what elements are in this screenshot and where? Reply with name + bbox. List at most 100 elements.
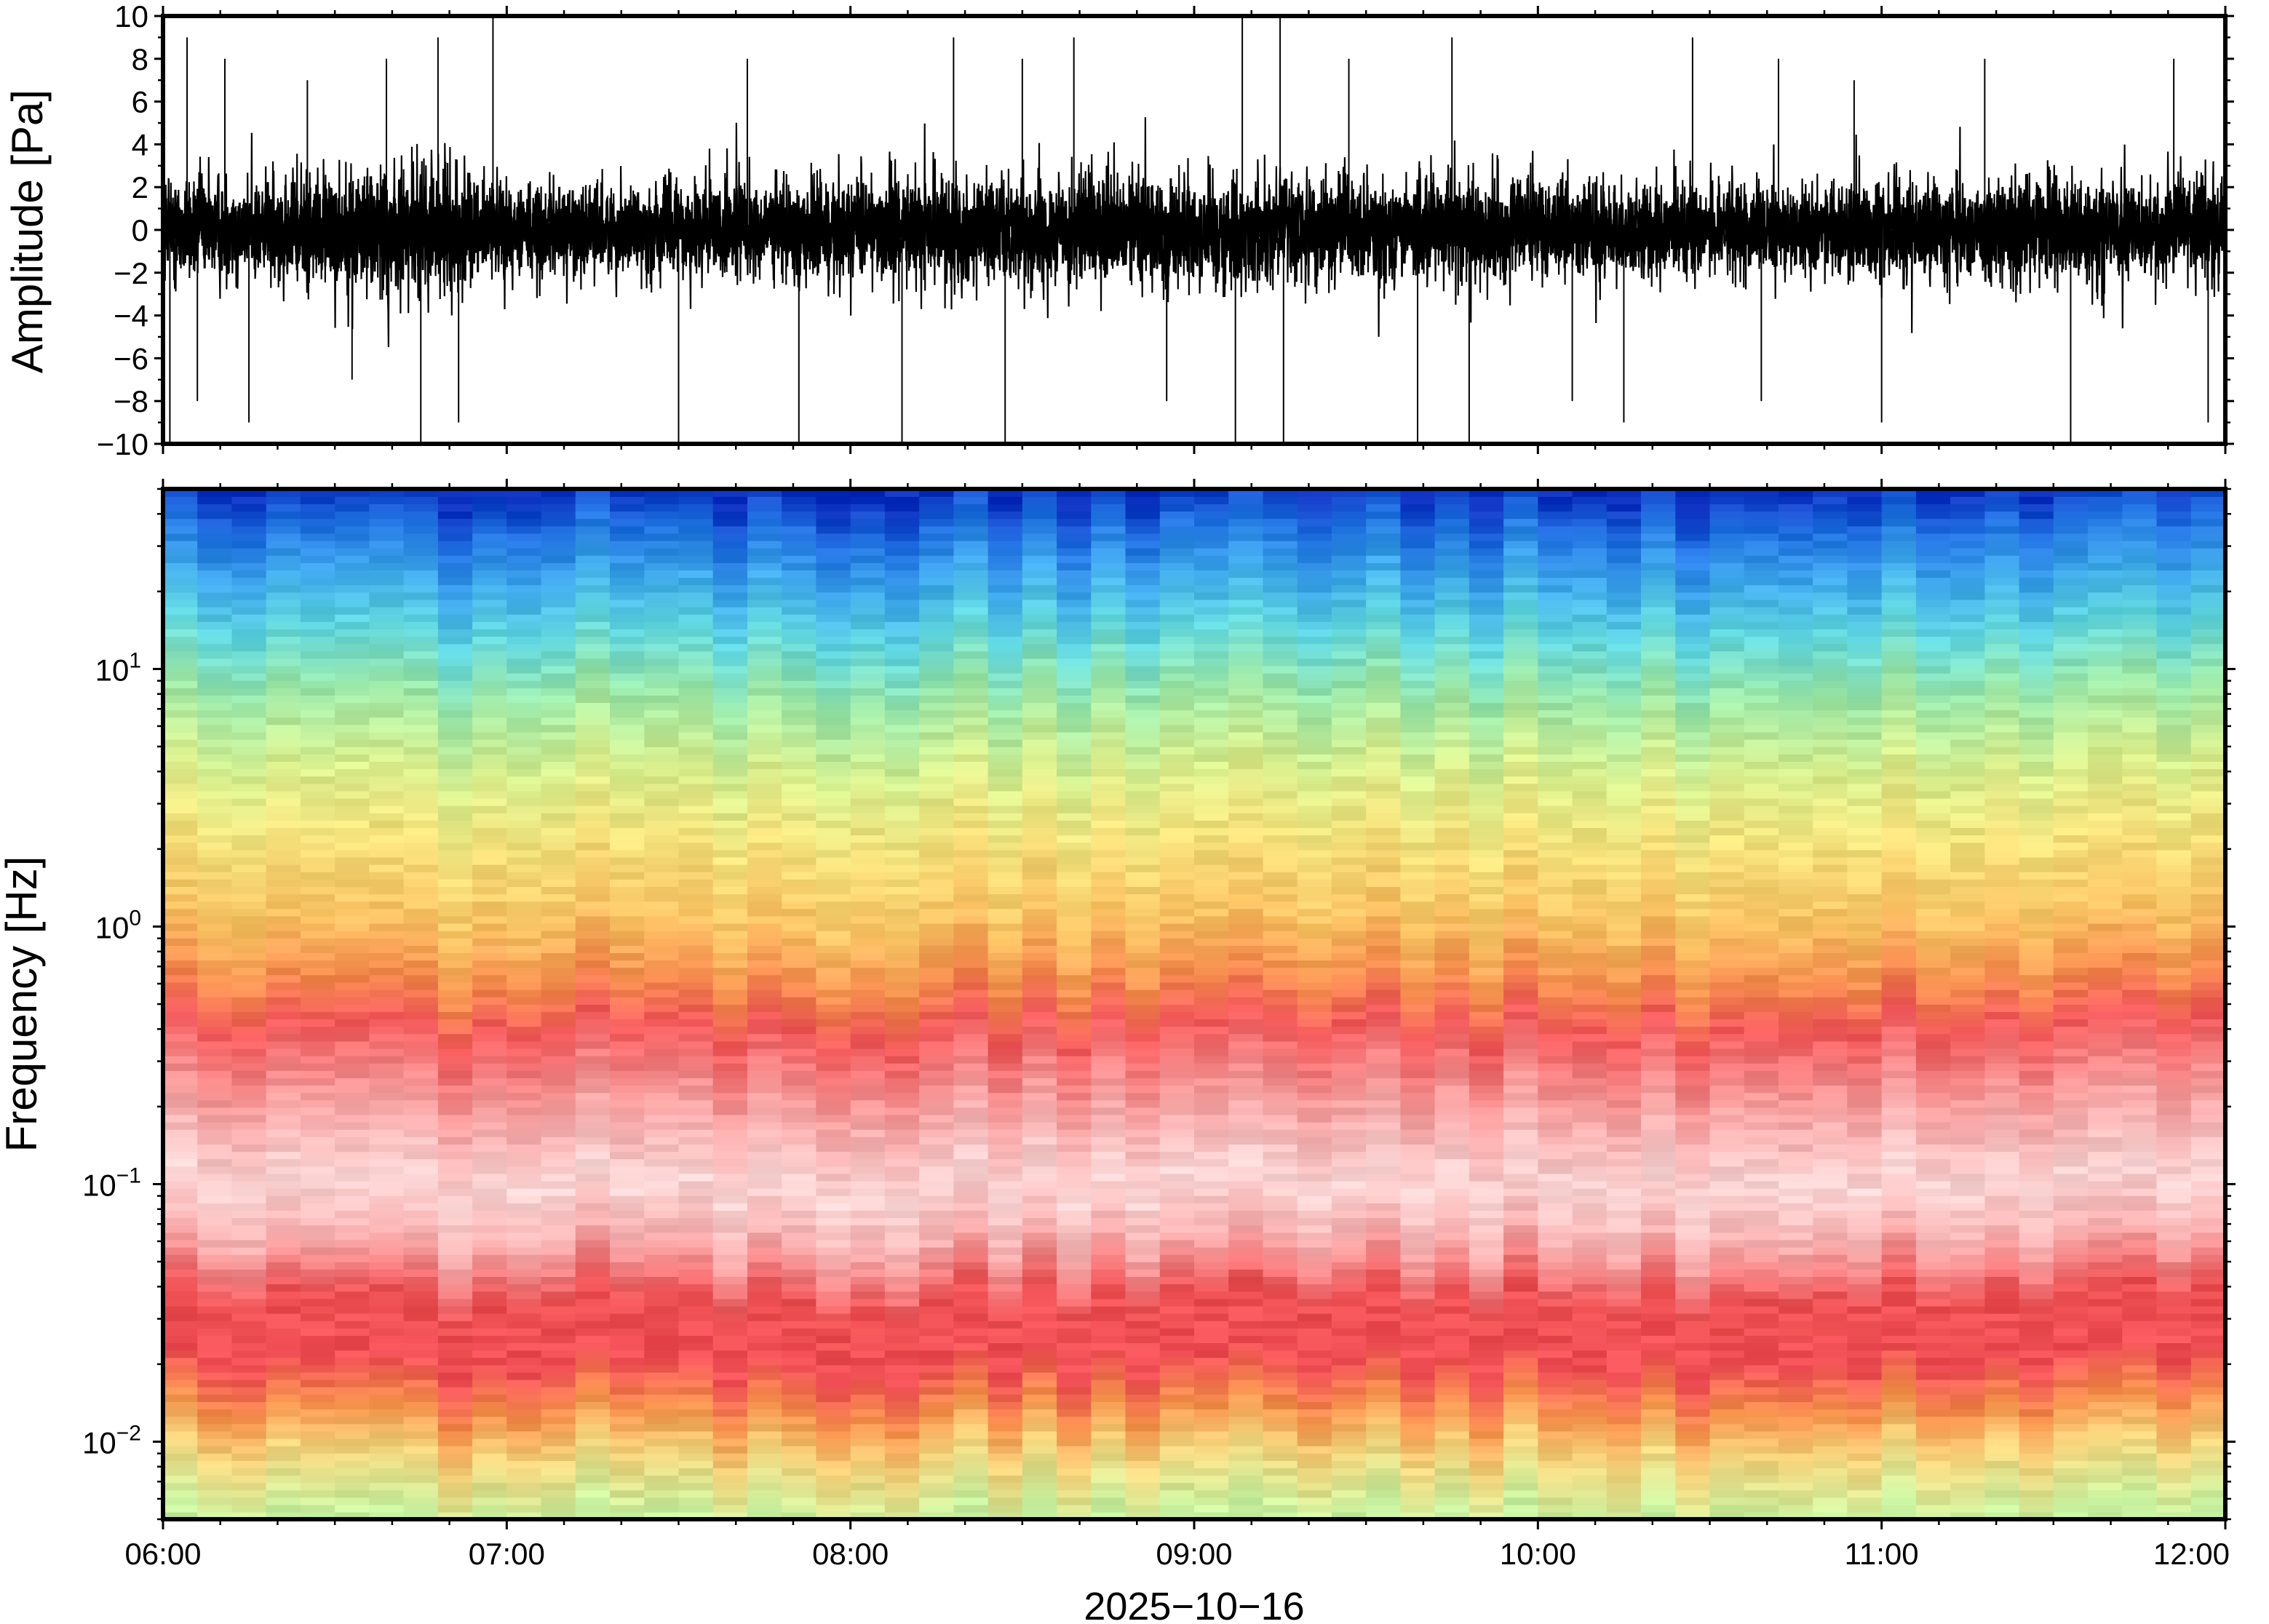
spectrogram-cell (1159, 1225, 1195, 1233)
spectrogram-cell (678, 1033, 714, 1042)
spectrogram-cell (403, 525, 439, 534)
spectrogram-cell (335, 1276, 370, 1285)
spectrogram-cell (506, 503, 542, 512)
spectrogram-cell (988, 886, 1023, 895)
spectrogram-cell (163, 1019, 198, 1027)
spectrogram-cell (919, 938, 955, 946)
spectrogram-cell (369, 1460, 405, 1468)
spectrogram-cell (1159, 518, 1195, 527)
waveform-line-core (163, 175, 2225, 287)
spectrogram-cell (644, 613, 680, 622)
spectrogram-cell (1263, 1158, 1298, 1167)
spectrogram-cell (644, 1144, 680, 1153)
spectrogram-cell (1331, 1246, 1367, 1255)
spectrogram-cell (953, 584, 989, 593)
spectrogram-cell (1125, 1048, 1161, 1056)
spectrogram-cell (747, 1497, 782, 1505)
spectrogram-cell (541, 562, 576, 570)
spectrogram-cell (1194, 1254, 1229, 1262)
spectrogram-cell (678, 503, 714, 512)
spectrogram-cell (506, 1180, 542, 1189)
spectrogram-cell (1091, 1313, 1126, 1321)
spectrogram-cell (678, 489, 714, 497)
spectrogram-cell (1194, 930, 1229, 939)
spectrogram-cell (403, 1166, 439, 1174)
spectrogram-cell (1125, 629, 1161, 637)
spectrogram-cell (1022, 1453, 1057, 1461)
spectrogram-cell (197, 1173, 233, 1182)
spectrogram-cell (300, 1254, 335, 1262)
spectrogram-cell (163, 525, 198, 534)
spectrogram-cell (1159, 643, 1195, 652)
spectrogram-cell (266, 1011, 301, 1019)
spectrogram-cell (1263, 1019, 1298, 1027)
spectrogram-cell (1228, 1062, 1264, 1071)
spectrogram-cell (369, 695, 405, 704)
spectrogram-cell (266, 1445, 301, 1454)
spectrogram-cell (403, 776, 439, 784)
spectrogram-cell (437, 650, 473, 659)
spectrogram-cell (644, 761, 680, 770)
spectrogram-cell (575, 1262, 611, 1270)
spectrogram-cell (712, 754, 748, 762)
spectrogram-cell (541, 1040, 576, 1049)
spectrogram-cell (1091, 717, 1126, 725)
spectrogram-cell (712, 680, 748, 688)
spectrogram-cell (231, 1328, 267, 1336)
spectrogram-cell (575, 1078, 611, 1086)
spectrogram-cell (197, 1011, 233, 1019)
spectrogram-cell (1263, 945, 1298, 953)
spectrogram-cell (1057, 989, 1092, 998)
spectrogram-cell (850, 592, 886, 600)
spectrogram-cell (644, 1305, 680, 1314)
spectrogram-cell (988, 974, 1023, 983)
spectrogram-cell (266, 1232, 301, 1241)
spectrogram-cell (1297, 1283, 1332, 1292)
spectrogram-cell (953, 672, 989, 681)
spectrogram-cell (231, 1107, 267, 1115)
spectrogram-cell (610, 945, 645, 953)
spectrogram-cell (1263, 1210, 1298, 1219)
spectrogram-cell (1263, 1203, 1298, 1211)
spectrogram-cell (300, 672, 335, 681)
spectrogram-cell (953, 1364, 989, 1373)
spectrogram-cell (678, 1504, 714, 1513)
spectrogram-cell (1091, 695, 1126, 704)
spectrogram-cell (850, 1055, 886, 1064)
spectrogram-cell (644, 629, 680, 637)
spectrogram-cell (1091, 1320, 1126, 1329)
spectrogram-cell (782, 1511, 817, 1519)
spectrogram-cell (1263, 776, 1298, 784)
spectrogram-cell (919, 621, 955, 629)
spectrogram-cell (575, 496, 611, 504)
spectrogram-cell (884, 1187, 920, 1196)
spectrogram-cell (850, 717, 886, 725)
spectrogram-cell (1022, 982, 1057, 990)
spectrogram-cell (541, 709, 576, 718)
spectrogram-cell (197, 739, 233, 747)
spectrogram-cell (1022, 1497, 1057, 1505)
spectrogram-cell (472, 1210, 508, 1219)
spectrogram-cell (1297, 1070, 1332, 1078)
spectrogram-cell (850, 915, 886, 924)
spectrogram-cell (1297, 996, 1332, 1005)
spectrogram-cell (1091, 945, 1126, 953)
spectrogram-cell (1331, 1438, 1367, 1446)
spectrogram-cell (610, 1225, 645, 1233)
spectrogram-cell (369, 1137, 405, 1145)
spectrogram-cell (988, 643, 1023, 652)
spectrogram-cell (1022, 974, 1057, 983)
spectrogram-cell (747, 1379, 782, 1388)
spectrogram-cell (163, 1262, 198, 1270)
spectrogram-cell (988, 584, 1023, 593)
spectrogram-cell (988, 923, 1023, 931)
spectrogram-cell (403, 797, 439, 806)
spectrogram-cell (266, 1085, 301, 1094)
spectrogram-cell (884, 1173, 920, 1182)
spectrogram-cell (197, 1497, 233, 1505)
spectrogram-cell (919, 1225, 955, 1233)
spectrogram-cell (266, 599, 301, 608)
spectrogram-cell (403, 893, 439, 902)
spectrogram-cell (300, 960, 335, 968)
spectrogram-cell (300, 886, 335, 895)
